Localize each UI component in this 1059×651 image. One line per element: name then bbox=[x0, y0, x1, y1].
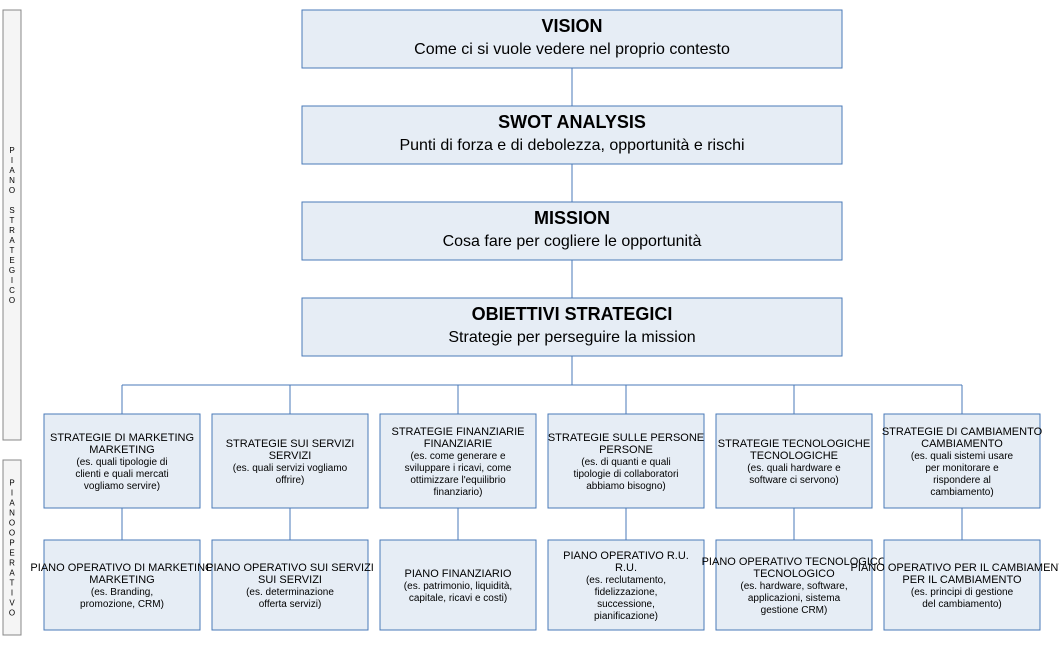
svg-text:A: A bbox=[9, 499, 15, 508]
box-subline: gestione CRM) bbox=[761, 605, 828, 616]
box-title: STRATEGIE TECNOLOGICHE bbox=[718, 438, 870, 450]
box-title: R.U. bbox=[615, 562, 637, 574]
box-subline: applicazioni, sistema bbox=[748, 593, 841, 604]
box-title: FINANZIARIE bbox=[424, 438, 492, 450]
svg-text:N: N bbox=[9, 176, 15, 185]
box-subline: (es. quali servizi vogliamo bbox=[233, 463, 348, 474]
box-subline: offrire) bbox=[276, 475, 305, 486]
box-subline: vogliamo servire) bbox=[84, 481, 160, 492]
box-subline: sviluppare i ricavi, come bbox=[405, 463, 512, 474]
box-title: TECNOLOGICHE bbox=[750, 450, 838, 462]
svg-text:MISSION: MISSION bbox=[534, 208, 610, 228]
svg-text:VISION: VISION bbox=[541, 16, 602, 36]
box-subline: clienti e quali mercati bbox=[75, 469, 168, 480]
svg-text:T: T bbox=[10, 246, 15, 255]
box-subline: rispondere al bbox=[933, 475, 991, 486]
svg-text:O: O bbox=[9, 519, 15, 528]
box-subline: (es. hardware, software, bbox=[740, 581, 847, 592]
svg-text:I: I bbox=[11, 589, 13, 598]
box-title: STRATEGIE FINANZIARIE bbox=[391, 426, 524, 438]
box-title: MARKETING bbox=[89, 574, 154, 586]
box-title: TECNOLOGICO bbox=[753, 568, 835, 580]
box-title: PIANO OPERATIVO PER IL CAMBIAMENTO bbox=[851, 562, 1059, 574]
svg-text:A: A bbox=[9, 236, 15, 245]
svg-text:E: E bbox=[9, 549, 14, 558]
svg-text:O: O bbox=[9, 529, 15, 538]
box-title: PERSONE bbox=[599, 444, 653, 456]
box-subline: capitale, ricavi e costi) bbox=[409, 593, 507, 604]
svg-text:R: R bbox=[9, 226, 15, 235]
svg-text:V: V bbox=[9, 599, 15, 608]
box-subline: (es. di quanti e quali bbox=[581, 457, 671, 468]
svg-text:O: O bbox=[9, 296, 15, 305]
box-title: PIANO OPERATIVO DI MARKETING bbox=[30, 562, 213, 574]
svg-text:N: N bbox=[9, 509, 15, 518]
box-title: STRATEGIE DI CAMBIAMENTO bbox=[882, 426, 1043, 438]
svg-text:C: C bbox=[9, 286, 15, 295]
box-subline: (es. Branding, bbox=[91, 587, 153, 598]
svg-text:Strategie per perseguire la mi: Strategie per perseguire la mission bbox=[448, 329, 695, 346]
box-subline: del cambiamento) bbox=[922, 599, 1001, 610]
svg-text:SWOT ANALYSIS: SWOT ANALYSIS bbox=[498, 112, 646, 132]
svg-text:A: A bbox=[9, 166, 15, 175]
box-subline: (es. quali tipologie di bbox=[76, 457, 167, 468]
box-subline: cambiamento) bbox=[930, 487, 993, 498]
box-subline: (es. come generare e bbox=[410, 451, 505, 462]
box-subline: per monitorare e bbox=[925, 463, 999, 474]
box-subline: fidelizzazione, bbox=[595, 587, 658, 598]
box-subline: promozione, CRM) bbox=[80, 599, 164, 610]
box-subline: pianificazione) bbox=[594, 611, 658, 622]
box-subline: offerta servizi) bbox=[259, 599, 322, 610]
box-title: STRATEGIE SULLE PERSONE bbox=[548, 432, 704, 444]
box-subline: successione, bbox=[597, 599, 655, 610]
svg-text:P: P bbox=[9, 146, 14, 155]
box-subline: software ci servono) bbox=[749, 475, 838, 486]
box-title: STRATEGIE SUI SERVIZI bbox=[226, 438, 355, 450]
box-subline: abbiamo bisogno) bbox=[586, 481, 666, 492]
svg-text:E: E bbox=[9, 256, 14, 265]
svg-text:Cosa fare per cogliere le oppo: Cosa fare per cogliere le opportunità bbox=[443, 233, 702, 250]
svg-text:O: O bbox=[9, 186, 15, 195]
box-title: MARKETING bbox=[89, 444, 154, 456]
svg-text:I: I bbox=[11, 156, 13, 165]
svg-text:P: P bbox=[9, 479, 14, 488]
box-subline: (es. principi di gestione bbox=[911, 587, 1014, 598]
svg-text:P: P bbox=[9, 539, 14, 548]
svg-text:OBIETTIVI STRATEGICI: OBIETTIVI STRATEGICI bbox=[472, 304, 673, 324]
box-title: PIANO OPERATIVO SUI SERVIZI bbox=[206, 562, 374, 574]
box-subline: tipologie di collaboratori bbox=[573, 469, 678, 480]
svg-text:I: I bbox=[11, 276, 13, 285]
svg-text:T: T bbox=[10, 579, 15, 588]
box-subline: (es. quali hardware e bbox=[747, 463, 841, 474]
box-title: PIANO FINANZIARIO bbox=[405, 568, 512, 580]
box-title: STRATEGIE DI MARKETING bbox=[50, 432, 194, 444]
svg-text:R: R bbox=[9, 559, 15, 568]
svg-text:S: S bbox=[9, 206, 14, 215]
svg-text:Punti di forza e di debolezza,: Punti di forza e di debolezza, opportuni… bbox=[399, 137, 744, 154]
svg-text:T: T bbox=[10, 216, 15, 225]
box-title: CAMBIAMENTO bbox=[921, 438, 1003, 450]
box-subline: (es. reclutamento, bbox=[586, 575, 666, 586]
box-title: SUI SERVIZI bbox=[258, 574, 322, 586]
svg-text:I: I bbox=[11, 489, 13, 498]
box-subline: finanziario) bbox=[434, 487, 483, 498]
box-title: PIANO OPERATIVO R.U. bbox=[563, 550, 689, 562]
svg-text:Come ci si vuole vedere nel pr: Come ci si vuole vedere nel proprio cont… bbox=[414, 41, 730, 58]
box-subline: (es. determinazione bbox=[246, 587, 334, 598]
box-subline: (es. patrimonio, liquidità, bbox=[404, 581, 512, 592]
box-title: PER IL CAMBIAMENTO bbox=[902, 574, 1022, 586]
svg-text:O: O bbox=[9, 609, 15, 618]
side-label-strategic bbox=[3, 10, 21, 440]
box-subline: (es. quali sistemi usare bbox=[911, 451, 1014, 462]
svg-text:G: G bbox=[9, 266, 15, 275]
svg-text:A: A bbox=[9, 569, 15, 578]
box-title: SERVIZI bbox=[269, 450, 312, 462]
box-subline: ottimizzare l'equilibrio bbox=[410, 475, 506, 486]
